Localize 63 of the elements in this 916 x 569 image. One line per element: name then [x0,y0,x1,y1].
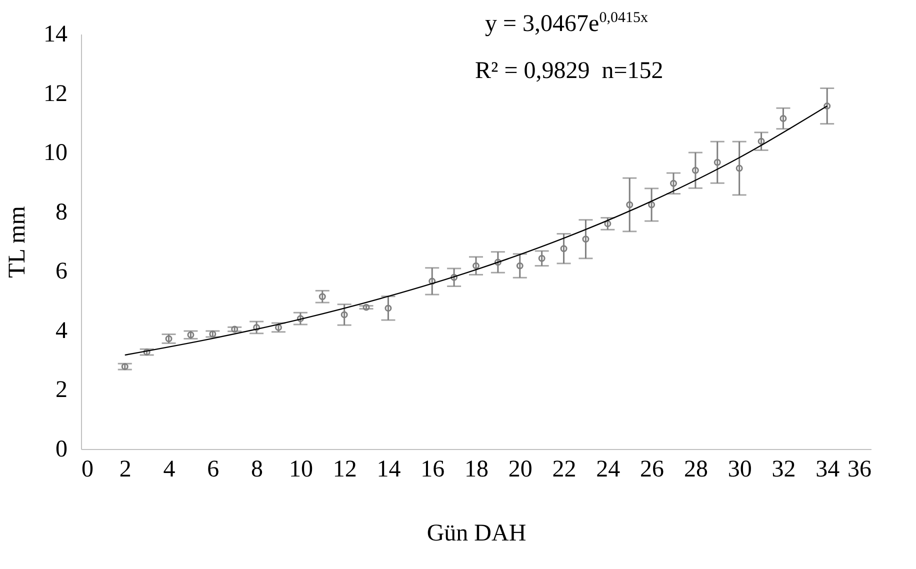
point [780,115,787,122]
y-tick-label: 0 [56,436,68,462]
point [758,138,765,145]
y-axis-title: TL mm [4,206,30,278]
point [560,245,568,252]
x-tick-label: 36 [848,456,872,482]
y-tick-label: 12 [44,80,68,107]
x-tick-label: 10 [288,456,313,482]
x-tick-label: 0 [82,456,94,482]
point [736,164,743,172]
y-tick-label: 2 [56,377,68,404]
x-tick-label: 30 [728,456,752,482]
point [714,158,721,166]
point [231,326,238,333]
annotation: R² = 0,9829 n=152 [475,58,664,85]
point [165,335,172,342]
x-tick-label: 2 [119,456,132,482]
x-tick-label: 20 [508,456,532,482]
y-tick-label: 8 [56,199,68,226]
annotation: y = 3,0467e$^{0,0415x}$ [485,10,648,38]
y-tick-label: 14 [44,22,68,48]
x-tick-label: 14 [376,456,401,482]
point [516,262,524,270]
point [253,324,260,331]
point [296,315,304,322]
point [187,331,194,338]
x-tick-label: 6 [207,456,220,482]
point [582,236,590,243]
point [428,278,436,285]
point [318,293,326,300]
point [538,254,546,262]
point [340,311,348,318]
point [121,363,128,370]
point [824,102,831,110]
x-tick-label: 18 [464,456,488,482]
y-tick-label: 6 [56,258,68,285]
point [604,220,612,228]
point [670,180,677,187]
x-axis-title: Gün DAH [426,520,526,546]
y-tick-label: 10 [44,140,68,166]
x-tick-label: 28 [684,456,708,482]
x-tick-label: 8 [251,456,264,482]
point [143,348,150,356]
point [362,304,370,311]
x-tick-label: 26 [640,456,664,482]
x-tick-label: 12 [332,456,357,482]
point [648,201,656,208]
x-tick-label: 32 [772,456,796,482]
point [384,304,392,312]
x-tick-label: 22 [552,456,576,482]
x-tick-label: 4 [163,456,176,482]
point [494,258,502,266]
point [626,201,634,208]
point [692,166,699,174]
line-series [124,105,828,356]
y-tick-label: 4 [56,318,68,344]
x-tick-label: 24 [596,456,620,482]
x-tick-label: 34 [816,456,840,482]
point [472,262,480,270]
point [209,330,216,338]
point [275,324,282,331]
point [450,274,458,281]
x-tick-label: 16 [420,456,445,482]
